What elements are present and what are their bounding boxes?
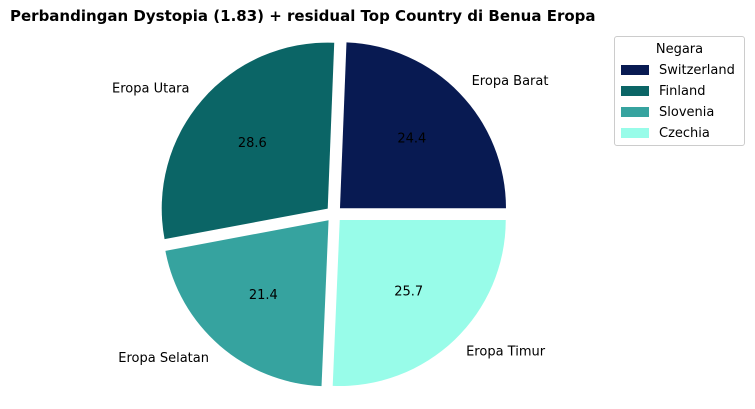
legend-swatch (621, 86, 649, 96)
legend-item-czechia: Czechia (621, 125, 710, 141)
pie-category-label: Eropa Timur (466, 344, 546, 359)
pie-value-label: 28.6 (238, 136, 267, 151)
pie-slice-eropa-selatan (165, 220, 329, 387)
legend-label: Slovenia (659, 104, 715, 120)
legend-swatch (621, 107, 649, 117)
pie-value-label: 24.4 (397, 132, 426, 147)
legend-label: Czechia (659, 125, 710, 141)
pie-value-label: 21.4 (249, 288, 278, 303)
legend-label: Switzerland (659, 62, 735, 78)
legend: Negara Switzerland Finland Slovenia Czec… (614, 36, 745, 146)
pie-category-label: Eropa Barat (472, 74, 549, 89)
pie-slice-eropa-barat (339, 42, 506, 209)
chart-title: Perbandingan Dystopia (1.83) + residual … (10, 7, 596, 25)
legend-swatch (621, 128, 649, 138)
pie-slice-eropa-utara (161, 42, 335, 240)
legend-item-slovenia: Slovenia (621, 104, 714, 120)
legend-item-finland: Finland (621, 83, 705, 99)
legend-label: Finland (659, 83, 706, 99)
pie-value-label: 25.7 (394, 284, 423, 299)
legend-item-switzerland: Switzerland (621, 62, 735, 78)
pie-category-label: Eropa Selatan (118, 351, 209, 366)
pie-slice-eropa-timur (332, 219, 506, 386)
legend-swatch (621, 65, 649, 75)
legend-title: Negara (655, 42, 704, 57)
pie-category-label: Eropa Utara (112, 82, 189, 97)
